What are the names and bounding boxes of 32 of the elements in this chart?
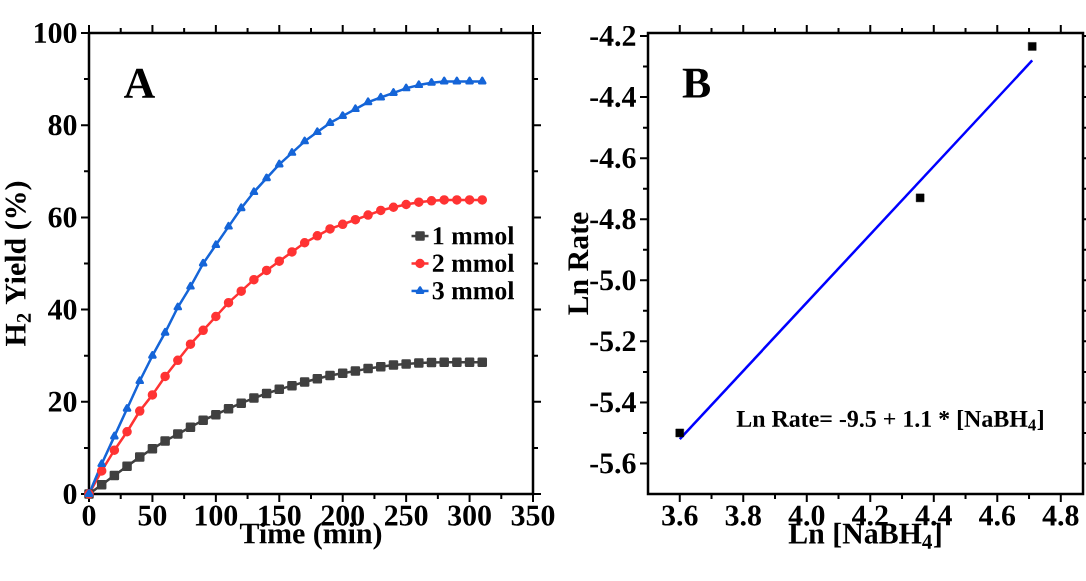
y-tick-label: -5.4 — [590, 392, 636, 413]
y-tick-label: 60 — [48, 207, 77, 228]
annotation: A — [124, 68, 155, 98]
x-tick-label: 4.6 — [979, 505, 1016, 526]
y-tick-label: 80 — [48, 115, 77, 136]
y-tick-label: -4.4 — [590, 87, 636, 108]
annotation: Ln Rate= -9.5 + 1.1 * [NaBH$_{4}$] — [736, 410, 1043, 431]
annotation: B — [682, 68, 710, 98]
y-axis-title: Ln Rate — [568, 212, 589, 315]
x-tick-label: 250 — [384, 505, 428, 526]
y-tick-label: -4.2 — [590, 25, 636, 47]
y-tick-label: 20 — [48, 391, 77, 412]
y-axis-title: H$_{2}$ Yield (%) — [4, 181, 32, 346]
y-tick-label: -4.8 — [590, 209, 636, 230]
x-tick-label: 4.8 — [1042, 505, 1079, 526]
y-tick-label: -5.0 — [590, 270, 636, 291]
x-tick-label: 0 — [82, 505, 96, 526]
y-tick-label: 0 — [63, 483, 77, 505]
x-tick-label: 3.6 — [662, 505, 698, 526]
x-tick-label: 3.8 — [725, 505, 761, 526]
x-tick-label: 300 — [448, 505, 491, 526]
legend-label: 3 mmol — [432, 281, 515, 300]
x-tick-label: 350 — [511, 505, 555, 526]
y-tick-label: -4.6 — [590, 148, 636, 169]
y-tick-label: 100 — [35, 22, 77, 44]
legend-label: 1 mmol — [433, 226, 515, 245]
x-tick-label: 50 — [138, 505, 167, 526]
y-tick-label: -5.6 — [590, 453, 636, 474]
y-tick-label: -5.2 — [590, 331, 636, 352]
legend-label: 2 mmol — [432, 253, 515, 272]
y-tick-label: 40 — [48, 299, 77, 320]
x-tick-label: 100 — [195, 505, 238, 526]
